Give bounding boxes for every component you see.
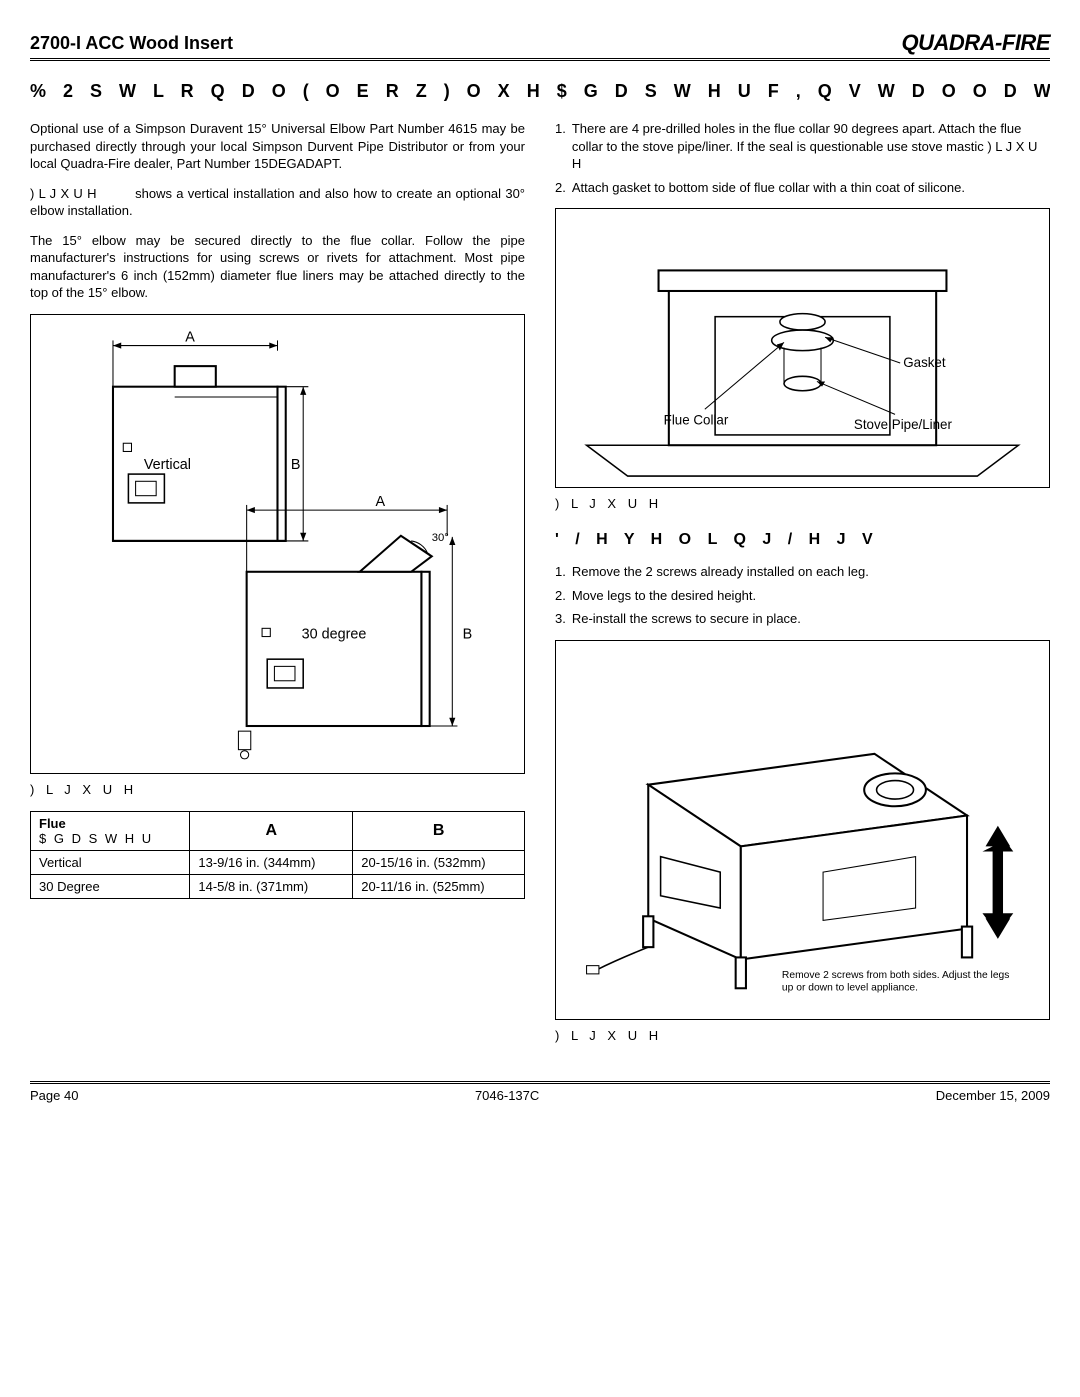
list-item: 2. Attach gasket to bottom side of flue … — [555, 179, 1050, 197]
brand-logo: QUADRA-FIRE — [902, 30, 1051, 56]
svg-text:30 degree: 30 degree — [302, 627, 367, 643]
two-column-layout: Optional use of a Simpson Duravent 15° U… — [30, 120, 1050, 1057]
list-item: 1. There are 4 pre-drilled holes in the … — [555, 120, 1050, 173]
footer-date: December 15, 2009 — [936, 1088, 1050, 1103]
th-A: A — [190, 811, 353, 850]
th-flue: Flue $ G D S W H U — [31, 811, 190, 850]
section-c-list: 1. There are 4 pre-drilled holes in the … — [555, 120, 1050, 196]
figure-ref-text: shows a vertical installation and also h… — [30, 186, 525, 219]
dim-A1-label: A — [185, 329, 195, 345]
list-item: 2. Move legs to the desired height. — [555, 587, 1050, 605]
svg-text:Gasket: Gasket — [903, 355, 946, 370]
table-row: 30 Degree 14-5/8 in. (371mm) 20-11/16 in… — [31, 874, 525, 898]
paragraph-optional-elbow: Optional use of a Simpson Duravent 15° U… — [30, 120, 525, 173]
right-column: 1. There are 4 pre-drilled holes in the … — [555, 120, 1050, 1057]
leveling-legs-svg: Remove 2 screws from both sides. Adjust … — [566, 651, 1039, 1021]
svg-text:30°: 30° — [432, 532, 449, 544]
figure-elbow-adapter: A Vertical B — [30, 314, 525, 774]
svg-text:Flue Collar: Flue Collar — [664, 413, 729, 428]
svg-text:A: A — [376, 494, 386, 510]
svg-text:Stove Pipe/Liner: Stove Pipe/Liner — [854, 417, 953, 432]
section-d-list: 1. Remove the 2 screws already installed… — [555, 563, 1050, 628]
page-footer: Page 40 7046-137C December 15, 2009 — [30, 1081, 1050, 1103]
figure-legs-caption: ) L J X U H — [555, 1028, 1050, 1043]
list-item: 3. Re-install the screws to secure in pl… — [555, 610, 1050, 628]
flue-adapter-table: Flue $ G D S W H U A B Vertical 13-9/16 … — [30, 811, 525, 899]
figure-leveling-legs: Remove 2 screws from both sides. Adjust … — [555, 640, 1050, 1020]
paragraph-figure-ref: ) L J X U H shows a vertical installatio… — [30, 185, 525, 220]
svg-text:B: B — [463, 627, 473, 643]
page-header: 2700-I ACC Wood Insert QUADRA-FIRE — [30, 30, 1050, 61]
figure-ref-code: ) L J X U H — [30, 186, 96, 201]
leveling-note: Remove 2 screws from both sides. Adjust … — [782, 970, 1018, 995]
section-b-heading: % 2 S W L R Q D O ( O E R Z ) O X H $ G … — [30, 81, 1050, 102]
left-column: Optional use of a Simpson Duravent 15° U… — [30, 120, 525, 1057]
table-row: Vertical 13-9/16 in. (344mm) 20-15/16 in… — [31, 850, 525, 874]
svg-text:Vertical: Vertical — [144, 457, 191, 473]
list-item: 1. Remove the 2 screws already installed… — [555, 563, 1050, 581]
paragraph-elbow-secure: The 15° elbow may be secured directly to… — [30, 232, 525, 302]
figure-flue-collar: Gasket Flue Collar Stove Pipe/Liner — [555, 208, 1050, 488]
product-title: 2700-I ACC Wood Insert — [30, 33, 233, 54]
figure-elbow-caption: ) L J X U H — [30, 782, 525, 797]
doc-number: 7046-137C — [475, 1088, 539, 1103]
section-d-heading: ' / H Y H O L Q J / H J V — [555, 531, 1050, 549]
figure-flue-caption: ) L J X U H — [555, 496, 1050, 511]
page-number: Page 40 — [30, 1088, 78, 1103]
svg-text:B: B — [291, 457, 301, 473]
th-B: B — [353, 811, 525, 850]
elbow-adapter-svg: A Vertical B — [41, 325, 514, 777]
flue-collar-svg: Gasket Flue Collar Stove Pipe/Liner — [566, 219, 1039, 486]
